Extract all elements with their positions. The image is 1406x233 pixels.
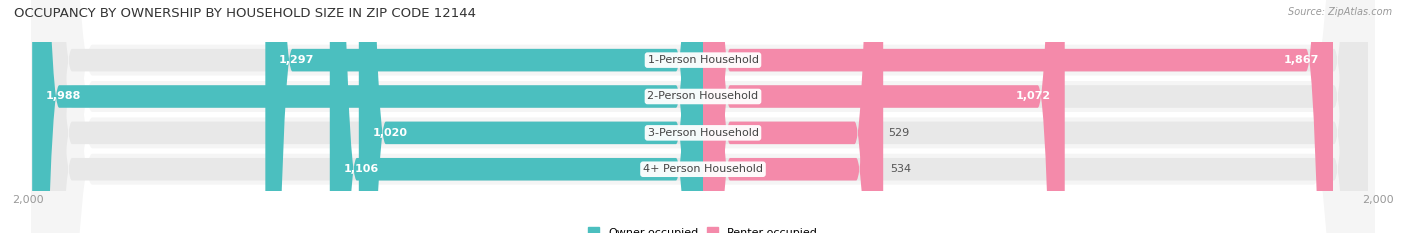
Text: 3-Person Household: 3-Person Household [648,128,758,138]
Text: 1-Person Household: 1-Person Household [648,55,758,65]
Text: 4+ Person Household: 4+ Person Household [643,164,763,174]
Text: 534: 534 [890,164,911,174]
FancyBboxPatch shape [31,0,1375,233]
Text: Source: ZipAtlas.com: Source: ZipAtlas.com [1288,7,1392,17]
Text: 1,072: 1,072 [1017,92,1052,102]
Text: 529: 529 [889,128,910,138]
FancyBboxPatch shape [703,0,1333,233]
FancyBboxPatch shape [38,0,1368,233]
FancyBboxPatch shape [38,0,1368,233]
FancyBboxPatch shape [330,0,703,233]
FancyBboxPatch shape [38,0,1368,233]
Text: 1,297: 1,297 [278,55,314,65]
FancyBboxPatch shape [703,0,883,233]
Text: 1,867: 1,867 [1284,55,1319,65]
FancyBboxPatch shape [31,0,1375,233]
FancyBboxPatch shape [703,0,882,233]
FancyBboxPatch shape [703,0,1064,233]
FancyBboxPatch shape [31,0,1375,233]
Text: 1,020: 1,020 [373,128,408,138]
FancyBboxPatch shape [38,0,1368,233]
Text: 1,106: 1,106 [343,164,378,174]
Text: 1,988: 1,988 [45,92,82,102]
Legend: Owner-occupied, Renter-occupied: Owner-occupied, Renter-occupied [583,223,823,233]
FancyBboxPatch shape [31,0,1375,233]
Text: OCCUPANCY BY OWNERSHIP BY HOUSEHOLD SIZE IN ZIP CODE 12144: OCCUPANCY BY OWNERSHIP BY HOUSEHOLD SIZE… [14,7,477,20]
FancyBboxPatch shape [266,0,703,233]
FancyBboxPatch shape [32,0,703,233]
FancyBboxPatch shape [359,0,703,233]
Text: 2-Person Household: 2-Person Household [647,92,759,102]
